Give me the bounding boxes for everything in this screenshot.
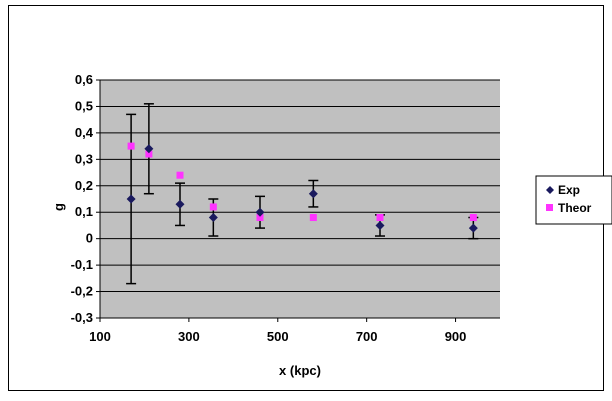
y-tick-label: 0,5 (75, 98, 93, 113)
x-tick-label: 700 (356, 329, 378, 344)
legend-theor-marker (546, 204, 553, 211)
legend: Exp Theor (535, 175, 612, 225)
tick-layer: -0,3 -0,2 -0,1 0 0,1 0,2 0,3 0,4 0,5 0,6 100 300 500… (71, 72, 467, 344)
exp-point (308, 189, 318, 199)
y-tick-label: -0,1 (71, 257, 93, 272)
x-axis-title: x (kpc) (279, 363, 321, 378)
exp-point (126, 194, 136, 204)
exp-point (175, 199, 185, 209)
exp-point (144, 144, 154, 154)
legend-exp-label: Exp (558, 183, 580, 197)
legend-theor-label: Theor (558, 201, 592, 215)
y-axis-title: g (51, 203, 66, 211)
plot-layer (99, 79, 500, 319)
x-tick-label: 100 (89, 329, 111, 344)
theor-point (209, 203, 217, 211)
exp-point (375, 220, 385, 230)
x-tick-label: 500 (267, 329, 289, 344)
marks-layer (126, 103, 479, 285)
theor-point (145, 150, 153, 158)
y-tick-label: 0,3 (75, 151, 93, 166)
y-tick-label: 0,4 (75, 125, 94, 140)
y-tick-label: 0,6 (75, 72, 93, 87)
legend-box (535, 175, 612, 225)
x-tick-label: 300 (178, 329, 200, 344)
theor-point (469, 214, 477, 222)
theor-point (309, 214, 317, 222)
y-tick-label: 0 (86, 231, 93, 246)
x-tick-label: 900 (445, 329, 467, 344)
y-tick-label: -0,2 (71, 284, 93, 299)
legend-exp-marker (546, 186, 554, 194)
y-tick-label: 0,1 (75, 204, 93, 219)
y-tick-label: -0,3 (71, 310, 93, 325)
theor-point (127, 142, 135, 150)
exp-point (255, 207, 265, 217)
plot-area (100, 80, 500, 318)
theor-point (376, 214, 384, 222)
exp-point (468, 223, 478, 233)
y-tick-label: 0,2 (75, 178, 93, 193)
theor-point (256, 214, 264, 222)
exp-point (208, 213, 218, 223)
theor-point (176, 171, 184, 179)
